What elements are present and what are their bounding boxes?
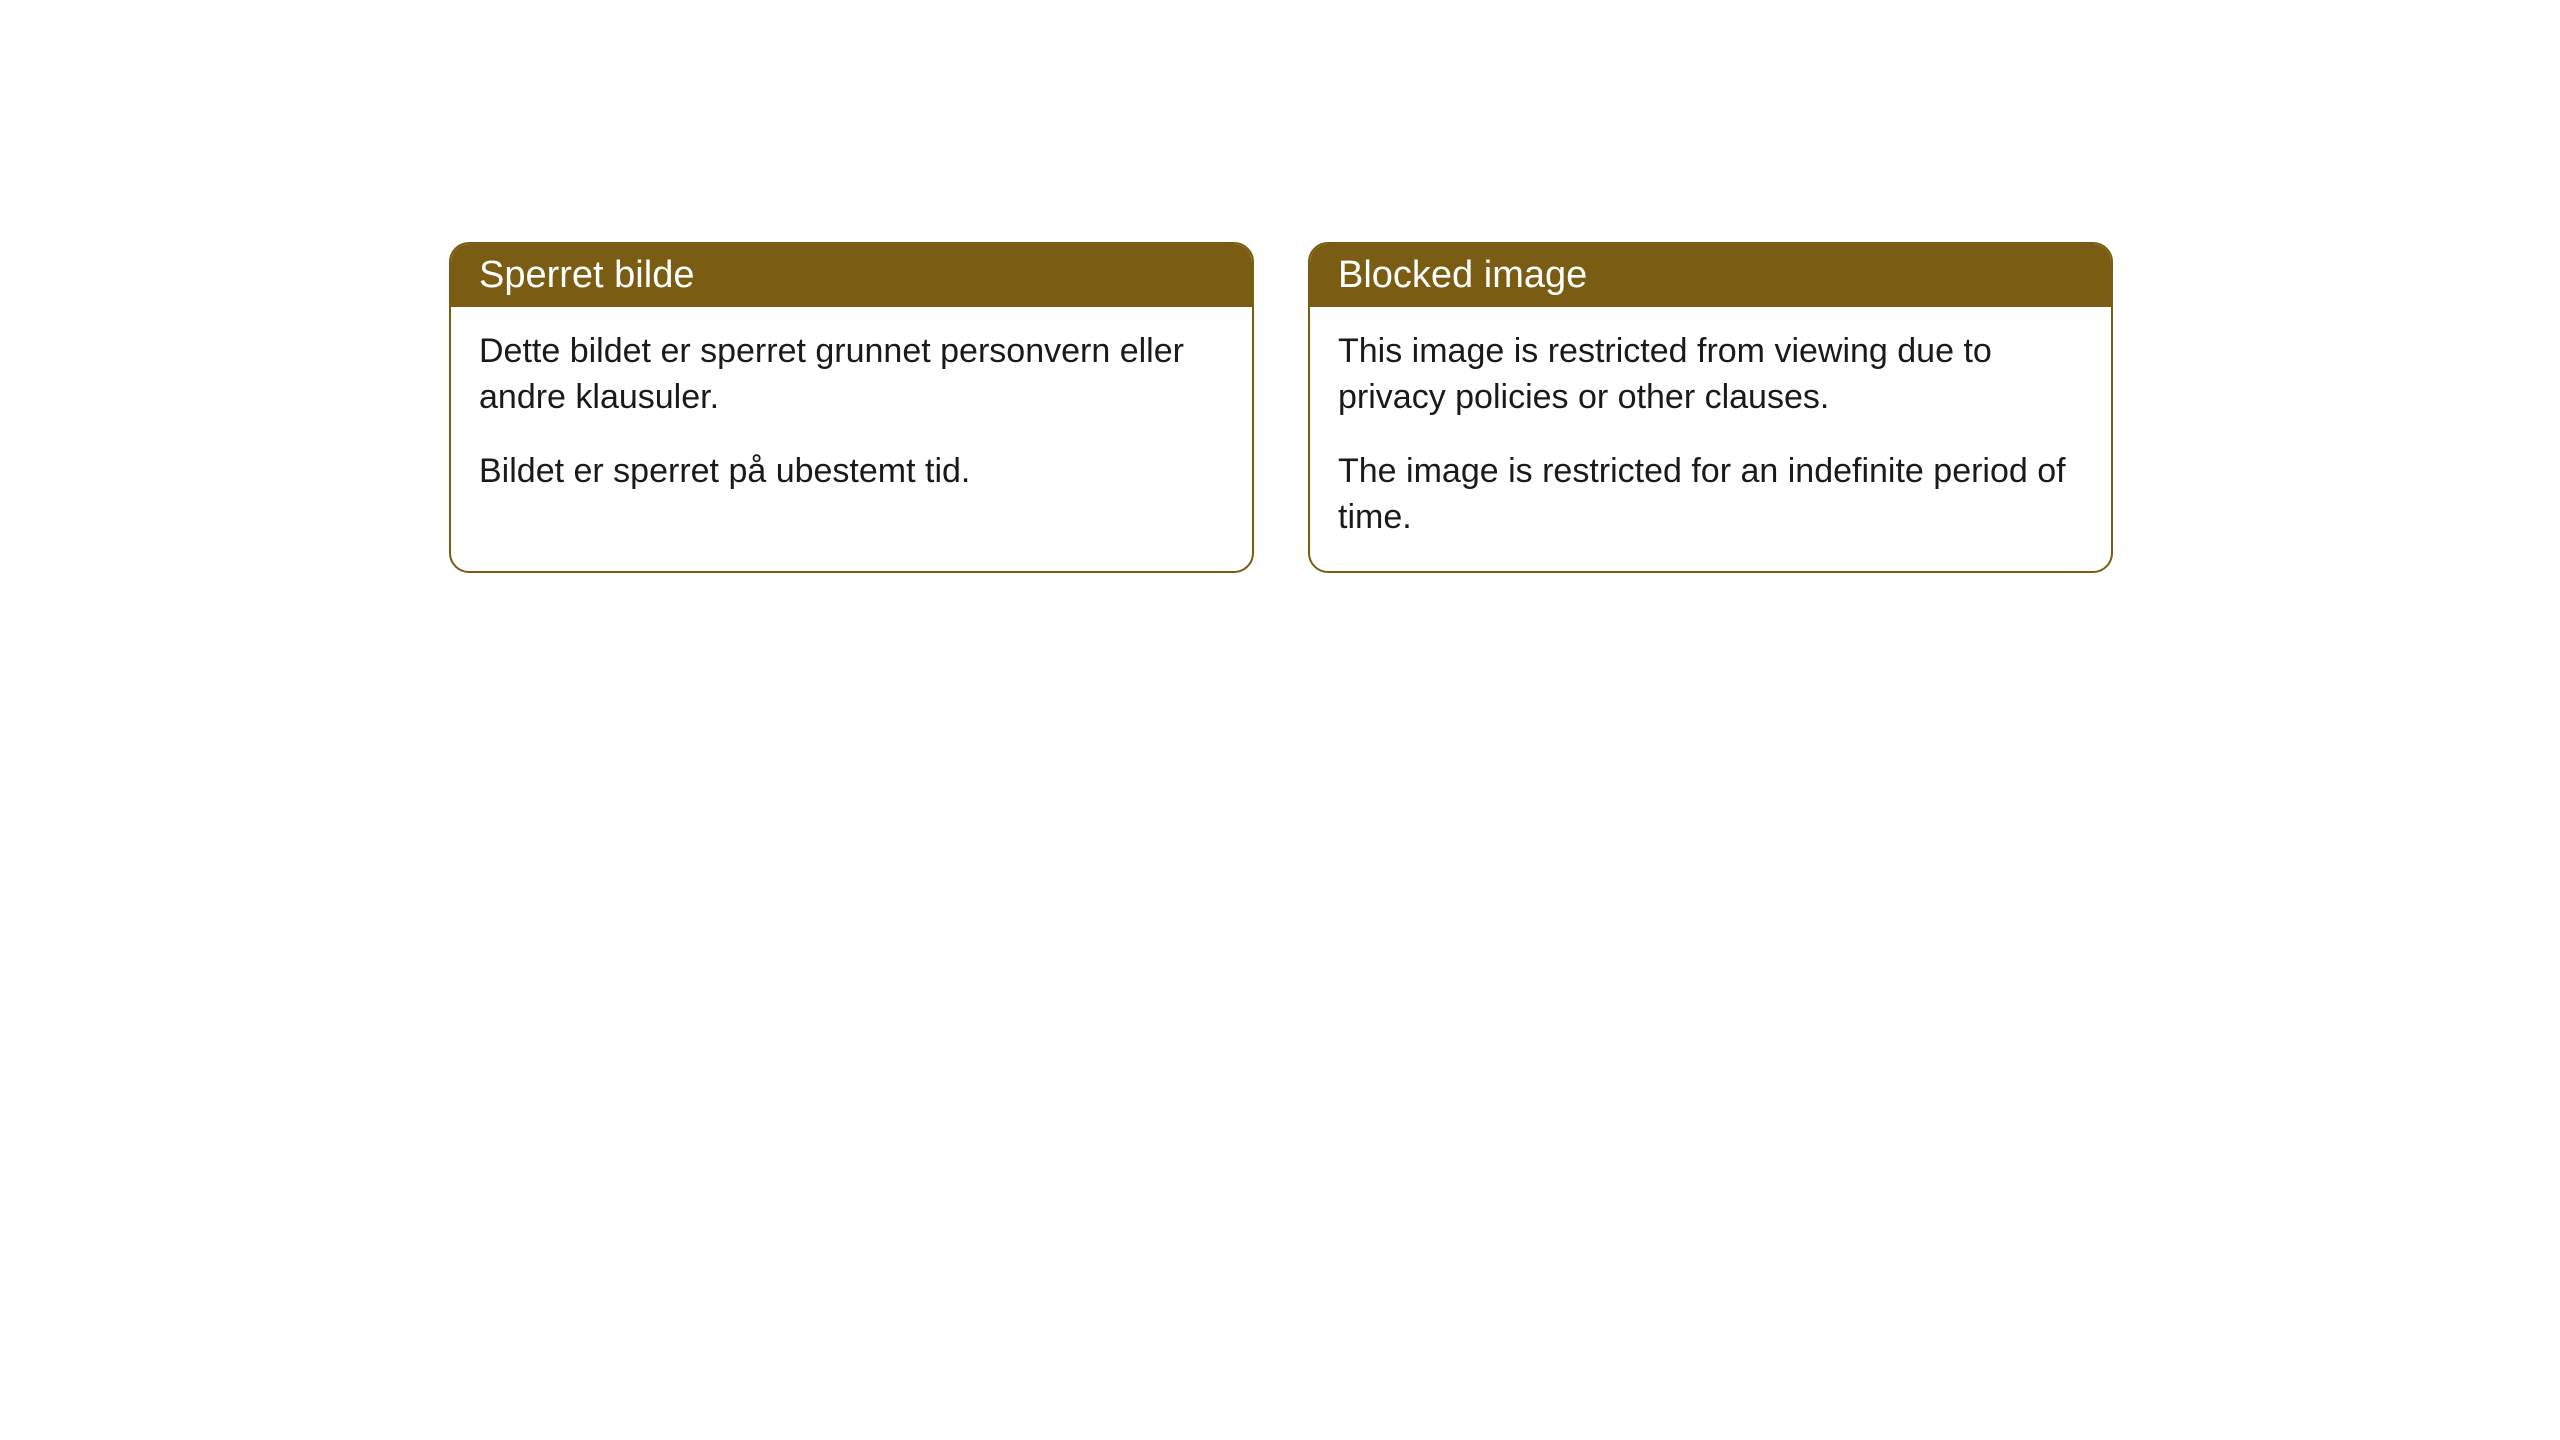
card-header-en: Blocked image bbox=[1310, 244, 2111, 307]
card-header-no: Sperret bilde bbox=[451, 244, 1252, 307]
card-container: Sperret bilde Dette bildet er sperret gr… bbox=[449, 242, 2113, 573]
card-paragraph: Dette bildet er sperret grunnet personve… bbox=[479, 329, 1224, 421]
card-body-en: This image is restricted from viewing du… bbox=[1310, 307, 2111, 571]
card-body-no: Dette bildet er sperret grunnet personve… bbox=[451, 307, 1252, 537]
blocked-image-card-no: Sperret bilde Dette bildet er sperret gr… bbox=[449, 242, 1254, 573]
card-paragraph: Bildet er sperret på ubestemt tid. bbox=[479, 449, 1224, 495]
blocked-image-card-en: Blocked image This image is restricted f… bbox=[1308, 242, 2113, 573]
card-paragraph: This image is restricted from viewing du… bbox=[1338, 329, 2083, 421]
card-paragraph: The image is restricted for an indefinit… bbox=[1338, 449, 2083, 541]
